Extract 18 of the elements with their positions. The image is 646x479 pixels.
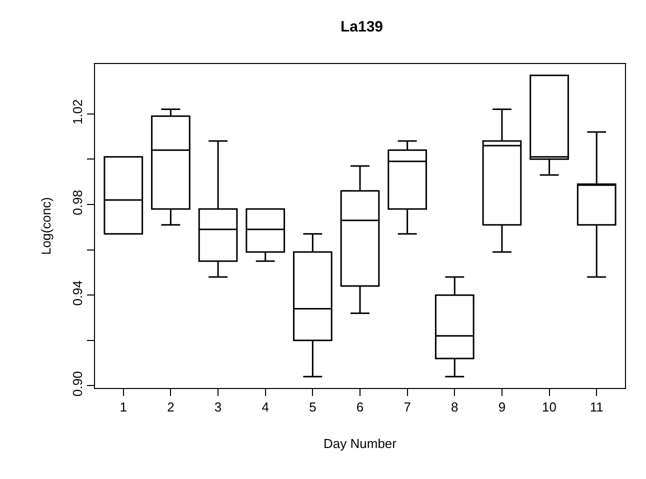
y-tick-label: 0.90 (70, 371, 85, 396)
x-axis-title: Day Number (324, 436, 398, 452)
x-tick-label: 11 (590, 400, 604, 415)
y-tick-label: 0.98 (70, 190, 85, 216)
x-tick-label: 8 (451, 400, 458, 415)
x-tick-label: 3 (214, 400, 222, 415)
x-tick-label: 2 (167, 400, 174, 415)
y-tick-label: 0.94 (70, 280, 85, 306)
x-tick-label: 7 (404, 400, 411, 415)
y-tick-label: 1.02 (70, 99, 85, 125)
y-axis-title: Log(conc) (38, 197, 54, 255)
x-tick-label: 6 (356, 400, 364, 415)
chart-title: La139 (340, 18, 384, 36)
x-tick-label: 1 (120, 400, 128, 415)
x-tick-label: 10 (542, 400, 557, 415)
x-tick-label: 5 (309, 400, 316, 415)
x-tick-label: 4 (262, 400, 269, 415)
x-tick-label: 9 (498, 400, 506, 415)
